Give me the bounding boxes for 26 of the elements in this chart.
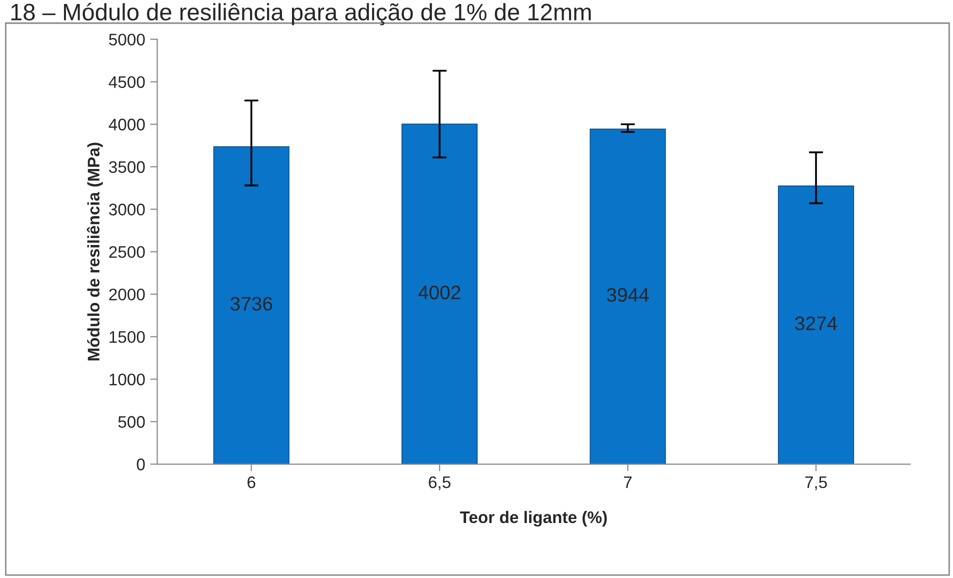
y-tick-label: 4000 <box>108 118 145 130</box>
y-tick-label: 3500 <box>109 161 145 173</box>
y-tick-label: 0 <box>136 458 145 470</box>
chart-title: 18 – Módulo de resiliência para adição de 1% de 12mm <box>11 2 591 26</box>
y-tick-label: 500 <box>118 416 145 428</box>
x-tick-label: 7,5 <box>805 476 827 490</box>
y-axis-title: Módulo de resiliência (MPa) <box>86 142 103 360</box>
y-tick-label: 5000 <box>109 34 145 46</box>
y-tick-label: 4500 <box>108 76 145 88</box>
bar <box>590 128 666 464</box>
y-tick-label: 3000 <box>109 204 145 216</box>
y-tick-label: 2000 <box>109 288 145 300</box>
x-tick-label: 7 <box>624 476 632 488</box>
data-label: 3736 <box>230 296 272 311</box>
x-tick-label: 6,5 <box>428 476 450 490</box>
bar <box>213 146 290 464</box>
y-tick-label: 1500 <box>110 331 145 343</box>
y-tick-label: 2500 <box>109 246 145 258</box>
x-tick-label: 6 <box>248 476 256 488</box>
data-label: 3274 <box>795 316 838 330</box>
data-label: 4002 <box>418 286 460 300</box>
bar <box>778 186 854 464</box>
data-label: 3944 <box>606 288 649 302</box>
y-tick-label: 1000 <box>110 374 145 386</box>
x-axis-title: Teor de ligante (%) <box>460 510 607 527</box>
bar <box>402 124 478 464</box>
